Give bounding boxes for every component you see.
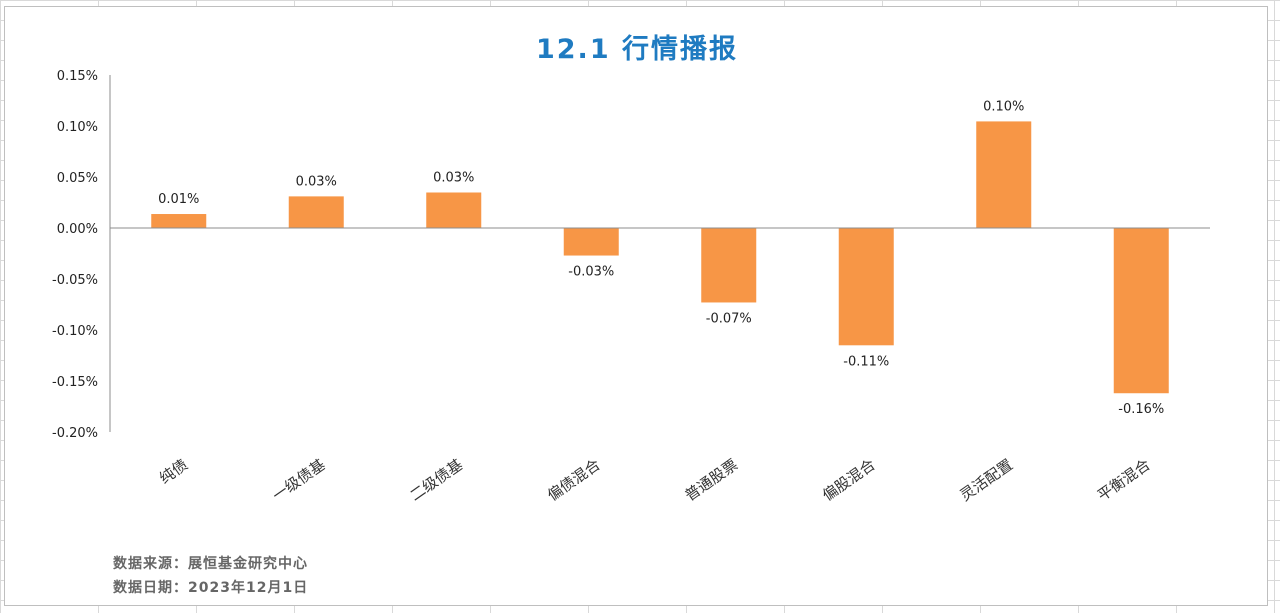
x-tick-label: 灵活配置 [957, 456, 1016, 505]
x-tick-label: 普通股票 [682, 456, 741, 505]
data-label: 0.01% [158, 192, 199, 207]
bar [563, 228, 619, 256]
data-label: -0.16% [1118, 402, 1164, 417]
bar [1113, 228, 1169, 394]
data-label: 0.03% [296, 174, 337, 189]
y-tick-label: -0.10% [52, 324, 98, 339]
bar [976, 121, 1032, 228]
data-source-note: 数据来源：展恒基金研究中心 [113, 556, 308, 572]
data-label: -0.07% [706, 311, 752, 326]
y-tick-label: -0.20% [52, 426, 98, 441]
x-tick-label: 偏债混合 [544, 456, 603, 505]
data-label: 0.10% [983, 99, 1024, 114]
y-tick-label: 0.10% [57, 120, 98, 135]
y-tick-label: 0.05% [57, 171, 98, 186]
data-label: 0.03% [433, 171, 474, 186]
x-tick-label: 纯债 [156, 456, 191, 488]
data-label: -0.03% [568, 265, 614, 280]
y-tick-label: 0.15% [57, 69, 98, 84]
bar-chart: 0.15% 0.10% 0.05% 0.00% -0.05% -0.10% -0.15% -0… [52, 69, 1210, 505]
bar [701, 228, 757, 303]
chart-frame: 12.1 行情播报 0.15% 0.10% 0.05% 0.00% -0.05% -0.1… [4, 6, 1268, 606]
data-date-note: 数据日期：2023年12月1日 [113, 580, 309, 596]
y-tick-label: -0.05% [52, 273, 98, 288]
y-tick-label: 0.00% [57, 222, 98, 237]
bar [288, 196, 344, 228]
y-tick-label: -0.15% [52, 375, 98, 390]
bar [426, 192, 482, 228]
bar [151, 214, 207, 228]
bar [838, 228, 894, 346]
x-tick-label: 二级债基 [407, 456, 466, 505]
data-label: -0.11% [843, 354, 889, 369]
x-tick-label: 一级债基 [269, 456, 328, 505]
x-tick-label: 偏股混合 [819, 456, 878, 505]
x-tick-label: 平衡混合 [1094, 456, 1153, 505]
chart-title: 12.1 行情播报 [535, 34, 739, 65]
